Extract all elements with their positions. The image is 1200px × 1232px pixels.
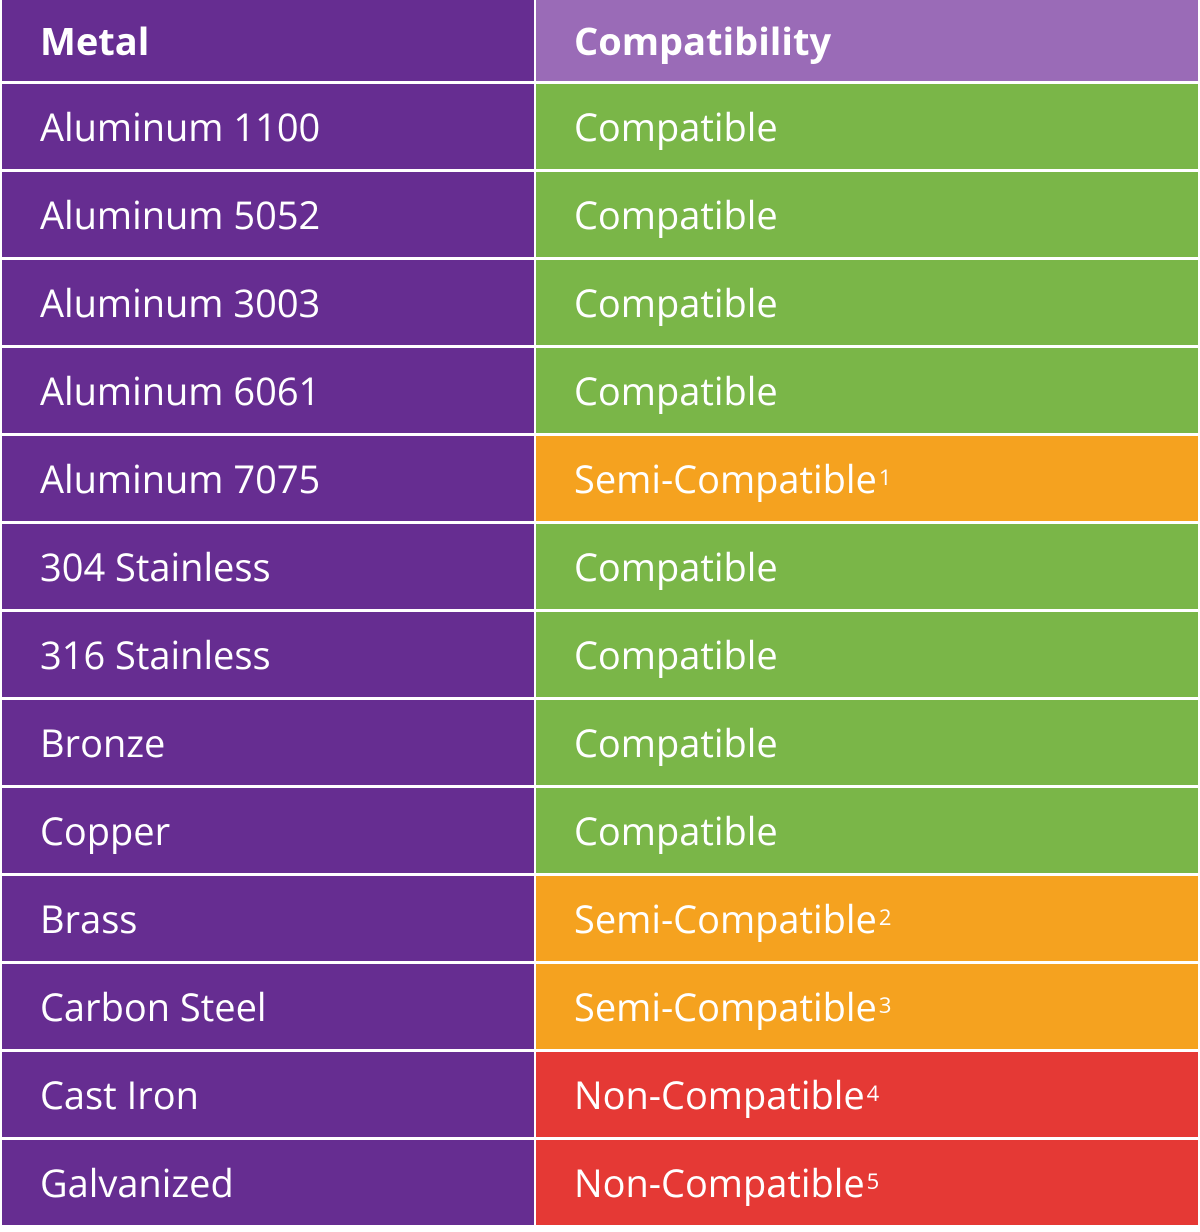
header-compatibility: Compatibility <box>534 0 1200 81</box>
table-row: Copper Compatible <box>0 788 1200 876</box>
cell-metal: Copper <box>0 788 534 873</box>
cell-metal: Galvanized <box>0 1140 534 1225</box>
cell-compat: Non-Compatible5 <box>534 1140 1200 1225</box>
table-row: Aluminum 6061 Compatible <box>0 348 1200 436</box>
compat-text: Compatible <box>574 724 778 762</box>
cell-compat: Compatible <box>534 788 1200 873</box>
compat-text: Compatible <box>574 812 778 850</box>
table-row: Galvanized Non-Compatible5 <box>0 1140 1200 1228</box>
table-row: Bronze Compatible <box>0 700 1200 788</box>
table-row: 316 Stainless Compatible <box>0 612 1200 700</box>
cell-metal: Brass <box>0 876 534 961</box>
table-row: Carbon Steel Semi-Compatible3 <box>0 964 1200 1052</box>
compat-text: Semi-Compatible <box>574 900 877 938</box>
cell-metal: Aluminum 7075 <box>0 436 534 521</box>
compat-text: Semi-Compatible <box>574 988 877 1026</box>
table-row: Aluminum 3003 Compatible <box>0 260 1200 348</box>
cell-compat: Compatible <box>534 172 1200 257</box>
cell-metal: Aluminum 5052 <box>0 172 534 257</box>
footnote-ref: 2 <box>879 906 892 928</box>
table-row: Aluminum 7075 Semi-Compatible1 <box>0 436 1200 524</box>
footnote-ref: 1 <box>879 466 892 488</box>
table-row: 304 Stainless Compatible <box>0 524 1200 612</box>
header-metal: Metal <box>0 0 534 81</box>
cell-compat: Compatible <box>534 84 1200 169</box>
compat-text: Compatible <box>574 372 778 410</box>
compatibility-table: Metal Compatibility Aluminum 1100 Compat… <box>0 0 1200 1228</box>
cell-metal: Aluminum 3003 <box>0 260 534 345</box>
table-header-row: Metal Compatibility <box>0 0 1200 84</box>
cell-metal: Cast Iron <box>0 1052 534 1137</box>
cell-compat: Semi-Compatible1 <box>534 436 1200 521</box>
cell-metal: Bronze <box>0 700 534 785</box>
cell-compat: Semi-Compatible3 <box>534 964 1200 1049</box>
cell-metal: Aluminum 1100 <box>0 84 534 169</box>
compat-text: Non-Compatible <box>574 1076 865 1114</box>
cell-compat: Semi-Compatible2 <box>534 876 1200 961</box>
cell-compat: Compatible <box>534 700 1200 785</box>
compat-text: Compatible <box>574 548 778 586</box>
table-row: Aluminum 1100 Compatible <box>0 84 1200 172</box>
cell-compat: Compatible <box>534 260 1200 345</box>
cell-metal: 316 Stainless <box>0 612 534 697</box>
compat-text: Compatible <box>574 284 778 322</box>
cell-compat: Compatible <box>534 524 1200 609</box>
table-row: Aluminum 5052 Compatible <box>0 172 1200 260</box>
compat-text: Non-Compatible <box>574 1164 865 1202</box>
table-row: Brass Semi-Compatible2 <box>0 876 1200 964</box>
compat-text: Compatible <box>574 196 778 234</box>
cell-compat: Compatible <box>534 612 1200 697</box>
cell-metal: 304 Stainless <box>0 524 534 609</box>
table-row: Cast Iron Non-Compatible4 <box>0 1052 1200 1140</box>
footnote-ref: 4 <box>867 1082 880 1104</box>
cell-compat: Compatible <box>534 348 1200 433</box>
compat-text: Semi-Compatible <box>574 460 877 498</box>
cell-compat: Non-Compatible4 <box>534 1052 1200 1137</box>
cell-metal: Aluminum 6061 <box>0 348 534 433</box>
footnote-ref: 3 <box>879 994 892 1016</box>
compat-text: Compatible <box>574 108 778 146</box>
footnote-ref: 5 <box>867 1170 880 1192</box>
cell-metal: Carbon Steel <box>0 964 534 1049</box>
compat-text: Compatible <box>574 636 778 674</box>
